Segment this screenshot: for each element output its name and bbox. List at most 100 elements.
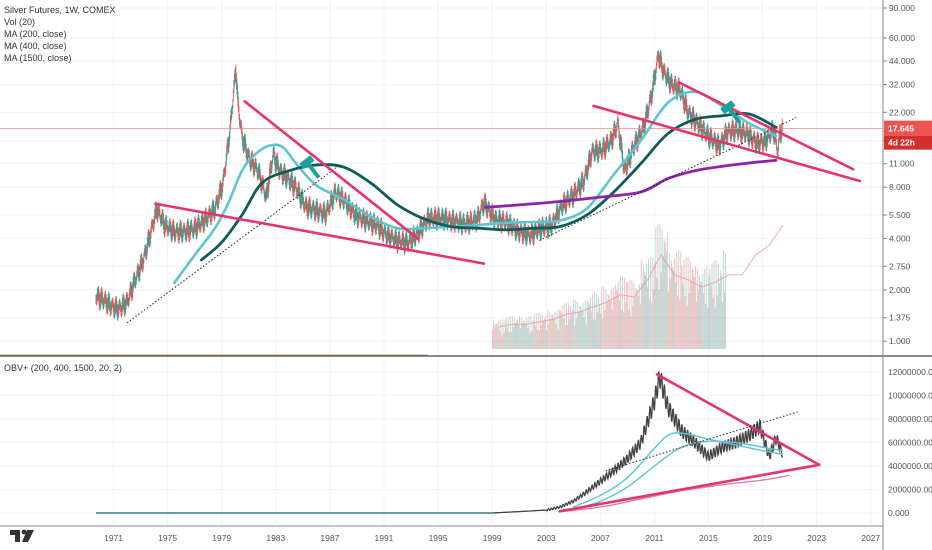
volume-bar <box>568 303 569 349</box>
volume-bar <box>646 264 647 349</box>
volume-bar <box>689 261 691 349</box>
volume-bar <box>616 291 618 349</box>
obv-trendline <box>655 373 821 467</box>
legend-ma1500[interactable]: MA (1500, close) <box>4 53 72 63</box>
volume-bar <box>549 311 551 349</box>
volume-bar <box>614 284 616 349</box>
volume-bar <box>560 312 562 349</box>
price-pane <box>0 50 883 324</box>
volume-bar <box>710 285 712 349</box>
volume-bar <box>629 279 631 349</box>
time-tick-label: 2023 <box>807 533 826 543</box>
volume-bar <box>639 304 641 349</box>
volume-bar <box>721 302 723 349</box>
volume-bar <box>588 304 590 349</box>
volume-bar <box>673 270 674 349</box>
volume-bar <box>599 305 601 349</box>
hammer-handle <box>728 108 742 124</box>
price-tick-label: 90.000 <box>889 3 915 13</box>
volume-bar <box>606 302 608 349</box>
volume-bar <box>572 309 574 349</box>
volume-bar <box>619 300 620 349</box>
volume-bar <box>701 282 703 349</box>
volume-bar <box>698 290 699 349</box>
legend-obv[interactable]: OBV+ (200, 400, 1500, 20, 2) <box>4 363 122 373</box>
volume-bar <box>709 269 711 349</box>
volume-bar <box>502 319 504 349</box>
volume-bar <box>662 256 664 349</box>
legend-volume[interactable]: Vol (20) <box>4 17 36 27</box>
volume-bar <box>630 315 632 349</box>
volume-bar <box>528 316 530 349</box>
volume-bar <box>513 318 515 349</box>
time-tick-label: 1995 <box>429 533 448 543</box>
volume-bar <box>557 329 559 349</box>
legend-symbol[interactable]: Silver Futures, 1W, COMEX <box>4 5 116 15</box>
volume-bar <box>544 318 546 349</box>
time-tick-label: 2015 <box>699 533 718 543</box>
volume-bar <box>529 332 531 349</box>
volume-bar <box>656 277 658 349</box>
obv-trendline <box>558 463 821 513</box>
hammer-icon <box>720 100 742 124</box>
volume-bar <box>554 311 556 349</box>
price-tick-label: 4.000 <box>889 234 911 244</box>
volume-bar <box>652 257 654 349</box>
volume-bar <box>538 330 540 349</box>
volume-bar <box>713 260 715 349</box>
volume-bar <box>704 268 706 349</box>
volume-bar <box>519 316 521 349</box>
volume-bar <box>666 231 668 349</box>
countdown-label: 4d 22h <box>888 138 915 148</box>
volume-bar <box>596 293 598 349</box>
volume-bar <box>603 286 605 349</box>
time-tick-label: 1987 <box>320 533 339 543</box>
volume-bar <box>655 227 657 349</box>
volume-bar <box>711 263 713 349</box>
time-tick-label: 2019 <box>753 533 772 543</box>
volume-bar <box>604 310 606 349</box>
volume-bar <box>608 295 610 349</box>
tradingview-logo[interactable] <box>8 526 36 544</box>
main-legend: Silver Futures, 1W, COMEX Vol (20) MA (2… <box>4 4 116 64</box>
time-tick-label: 1991 <box>375 533 394 543</box>
volume-bar <box>715 260 717 349</box>
volume-bar <box>623 312 625 349</box>
ma200-line <box>173 90 778 285</box>
volume-bar <box>650 256 652 349</box>
volume-bar <box>643 272 645 349</box>
volume-bar <box>577 302 579 349</box>
volume-bar <box>641 282 643 349</box>
trendline <box>243 100 420 240</box>
volume-bar <box>559 310 561 349</box>
volume-bar <box>506 327 508 349</box>
hammer-head <box>299 155 315 169</box>
volume-bar <box>578 311 580 349</box>
volume-bar <box>536 330 538 349</box>
volume-bar <box>677 295 679 349</box>
volume-bar <box>532 320 534 349</box>
volume-bar <box>600 313 602 349</box>
legend-ma400[interactable]: MA (400, close) <box>4 41 67 51</box>
volume-bar <box>675 281 677 349</box>
volume-bar <box>551 314 553 349</box>
volume-bar <box>720 273 722 349</box>
volume-bar <box>563 303 565 349</box>
volume-bar <box>659 224 661 349</box>
volume-bar <box>585 324 587 349</box>
volume-bar <box>633 283 635 349</box>
time-tick-label: 1999 <box>483 533 502 543</box>
volume-bar <box>724 292 725 349</box>
volume-bar <box>672 267 673 349</box>
volume-bar <box>678 250 680 349</box>
volume-bar <box>632 306 634 349</box>
volume-bar <box>708 275 710 349</box>
legend-ma200[interactable]: MA (200, close) <box>4 29 67 39</box>
price-tick-label: 11.000 <box>889 159 915 169</box>
volume-bar <box>664 242 666 349</box>
price-tick-label: 1.375 <box>889 313 911 323</box>
volume-bar <box>694 266 696 349</box>
time-tick-label: 1971 <box>104 533 123 543</box>
volume-bar <box>508 331 510 349</box>
